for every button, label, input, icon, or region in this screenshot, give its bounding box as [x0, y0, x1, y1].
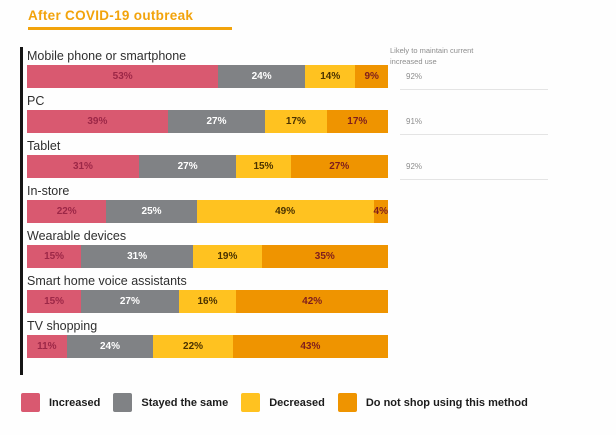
- stacked-bar: 11% 24% 22% 43%: [27, 335, 388, 358]
- legend: Increased Stayed the same Decreased Do not …: [21, 393, 541, 412]
- likely-maintain-value: 92%: [400, 68, 548, 90]
- chart-title: After COVID-19 outbreak: [28, 8, 194, 23]
- category-label: PC: [27, 94, 45, 108]
- bar-segment-decreased: 49%: [196, 200, 374, 223]
- likely-maintain-value: 91%: [400, 113, 548, 135]
- bar-segment-do-not-shop: 42%: [236, 290, 388, 313]
- bar-segment-decreased: 17%: [265, 110, 327, 133]
- legend-label: Increased: [49, 396, 101, 409]
- chart-row: In-store 22% 25% 49% 4%: [27, 183, 388, 228]
- stacked-bar: 53% 24% 14% 9%: [27, 65, 388, 88]
- bar-segment-decreased: 15%: [236, 155, 291, 178]
- title-underline: [28, 27, 232, 30]
- bar-segment-decreased: 14%: [304, 65, 356, 88]
- bar-segment-do-not-shop: 9%: [355, 65, 388, 88]
- category-label: Mobile phone or smartphone: [27, 49, 187, 63]
- chart-row: Smart home voice assistants 15% 27% 16% 42%: [27, 273, 388, 318]
- stacked-bar: 15% 27% 16% 42%: [27, 290, 388, 313]
- legend-label: Do not shop using this method: [365, 396, 528, 409]
- stacked-bar: 39% 27% 17% 17%: [27, 110, 388, 133]
- chart-row: PC 39% 27% 17% 17%: [27, 93, 388, 138]
- category-label: TV shopping: [27, 319, 98, 333]
- legend-label: Decreased: [269, 396, 325, 409]
- category-label: In-store: [27, 184, 70, 198]
- chart-row: Mobile phone or smartphone 53% 24% 14% 9%: [27, 48, 388, 93]
- bar-segment-stayed-the-same: 25%: [106, 200, 197, 223]
- bar-segment-do-not-shop: 27%: [290, 155, 388, 178]
- legend-swatch-stayed-the-same: [113, 393, 133, 412]
- likely-maintain-value: 92%: [400, 158, 548, 180]
- bar-segment-increased: 15%: [27, 290, 82, 313]
- bar-segment-stayed-the-same: 27%: [167, 110, 266, 133]
- chart-row: TV shopping 11% 24% 22% 43%: [27, 318, 388, 363]
- bar-segment-do-not-shop: 43%: [232, 335, 388, 358]
- legend-swatch-decreased: [241, 393, 261, 412]
- bar-rows: Mobile phone or smartphone 53% 24% 14% 9% PC 3…: [27, 48, 388, 363]
- bar-segment-increased: 11%: [27, 335, 67, 358]
- bar-segment-increased: 31%: [27, 155, 139, 178]
- bar-segment-increased: 22%: [27, 200, 107, 223]
- bar-segment-decreased: 22%: [153, 335, 233, 358]
- legend-item-increased: Increased: [21, 393, 100, 412]
- bar-segment-do-not-shop: 35%: [261, 245, 388, 268]
- stacked-bar: 15% 31% 19% 35%: [27, 245, 388, 268]
- legend-item-do-not-shop: Do not shop using this method: [337, 393, 528, 412]
- legend-item-stayed-the-same: Stayed the same: [113, 393, 228, 412]
- bar-segment-increased: 15%: [27, 245, 82, 268]
- legend-swatch-do-not-shop: [337, 393, 357, 412]
- legend-swatch-increased: [21, 393, 40, 412]
- bar-segment-decreased: 19%: [193, 245, 262, 268]
- stacked-bar: 22% 25% 49% 4%: [27, 200, 388, 223]
- bar-segment-stayed-the-same: 27%: [81, 290, 179, 313]
- bar-segment-increased: 53%: [27, 65, 219, 88]
- category-label: Tablet: [27, 139, 61, 153]
- annotation-header: Likely to maintain current increased use: [390, 46, 474, 66]
- chart-row: Tablet 31% 27% 15% 27%: [27, 138, 388, 183]
- legend-item-decreased: Decreased: [241, 393, 325, 412]
- bar-segment-stayed-the-same: 24%: [66, 335, 154, 358]
- bar-segment-increased: 39%: [27, 110, 168, 133]
- chart-row: Wearable devices 15% 31% 19% 35%: [27, 228, 388, 273]
- stacked-bar: 31% 27% 15% 27%: [27, 155, 388, 178]
- y-axis-line: [20, 47, 23, 375]
- category-label: Wearable devices: [27, 229, 127, 243]
- bar-segment-do-not-shop: 4%: [373, 200, 388, 223]
- bar-segment-stayed-the-same: 24%: [218, 65, 305, 88]
- bar-segment-do-not-shop: 17%: [326, 110, 388, 133]
- bar-segment-decreased: 16%: [178, 290, 237, 313]
- bar-segment-stayed-the-same: 31%: [81, 245, 194, 268]
- bar-segment-stayed-the-same: 27%: [138, 155, 237, 178]
- category-label: Smart home voice assistants: [27, 274, 187, 288]
- legend-label: Stayed the same: [141, 396, 229, 409]
